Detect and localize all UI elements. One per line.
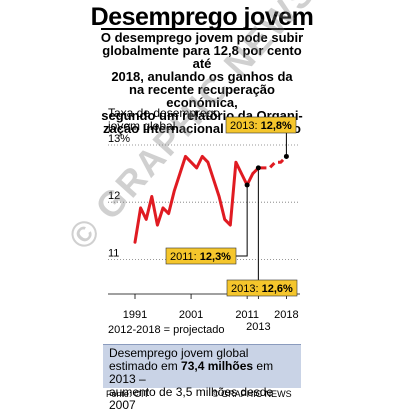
x-tick-label: 2013 bbox=[246, 321, 270, 333]
subtitle-line: globalmente para 12,8 por cento até bbox=[102, 43, 302, 71]
annotation-value: 12,3% bbox=[197, 251, 231, 263]
y-tick-label: 12 bbox=[108, 190, 120, 202]
summary-box: Desemprego jovem global estimado em 73,4… bbox=[103, 344, 301, 412]
annotation-value: 12,8% bbox=[258, 120, 292, 132]
projected-series-line bbox=[251, 155, 288, 175]
source-label: Fonte: OIT bbox=[106, 389, 150, 399]
page-title: Desemprego jovem bbox=[90, 3, 314, 31]
x-tick-label: 2001 bbox=[179, 309, 203, 321]
x-tick-label: 2018 bbox=[274, 309, 298, 321]
annotation-label: 2011: 12,3% bbox=[170, 251, 231, 263]
subtitle-line: O desemprego jovem pode subir bbox=[100, 30, 304, 45]
annotation-label: 2013: 12,8% bbox=[230, 120, 292, 132]
annotation-box bbox=[226, 279, 298, 297]
projection-note: 2012-2018 = projectado bbox=[108, 324, 225, 336]
annotation-point bbox=[255, 165, 261, 171]
credit-label: © GRAPHIC NEWS bbox=[212, 389, 292, 399]
annotation-leader bbox=[257, 167, 297, 289]
y-axis-label: Taxa de desemprego bbox=[108, 106, 220, 120]
annotation-leader bbox=[236, 185, 248, 257]
annotation-box bbox=[225, 116, 297, 134]
y-tick-label: 11 bbox=[108, 247, 119, 259]
annotation-value: 12,6% bbox=[259, 283, 293, 295]
annotation-point bbox=[244, 182, 250, 188]
subtitle-line: na recente recuperação económica, bbox=[129, 82, 275, 110]
x-tick-label: 2011 bbox=[235, 309, 259, 321]
summary-line-2-pre: estimado em bbox=[109, 359, 182, 373]
annotation-point bbox=[283, 153, 289, 159]
summary-line-2-post: em 2013 – bbox=[109, 359, 274, 386]
historical-series-line bbox=[133, 154, 255, 244]
infographic: Desemprego jovem O desemprego jovem pode… bbox=[60, 0, 324, 412]
y-tick-label: 13% bbox=[108, 133, 130, 145]
title-underline bbox=[101, 28, 304, 30]
y-axis-label: jovem global bbox=[107, 119, 175, 133]
summary-line-2-bold: 73,4 milhões bbox=[181, 359, 254, 373]
subtitle-line: 2018, anulando os ganhos da bbox=[111, 69, 293, 84]
annotation-label: 2013: 12,6% bbox=[231, 283, 293, 295]
x-tick-label: 1991 bbox=[123, 309, 147, 321]
summary-line-1: Desemprego jovem global bbox=[109, 346, 249, 360]
annotation-box bbox=[165, 247, 237, 265]
